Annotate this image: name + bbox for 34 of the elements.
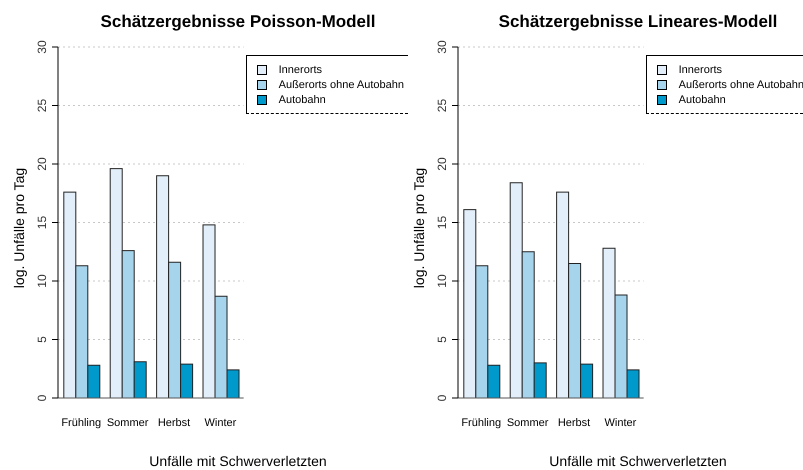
legend-label: Außerorts ohne Autobahn xyxy=(678,78,803,90)
y-tick-label: 10 xyxy=(435,274,449,288)
y-tick-label: 25 xyxy=(35,98,49,112)
y-tick-label: 10 xyxy=(35,274,49,288)
legend-label: Autobahn xyxy=(678,94,726,106)
y-tick-label: 30 xyxy=(435,40,449,54)
y-tick-label: 15 xyxy=(435,216,449,230)
y-axis-title: log. Unfälle pro Tag xyxy=(411,168,427,288)
y-tick-label: 20 xyxy=(435,157,449,171)
legend-label: Innerorts xyxy=(678,64,722,76)
y-tick-label: 5 xyxy=(35,336,49,343)
y-tick-label: 25 xyxy=(435,98,449,112)
x-tick-label: Sommer xyxy=(506,416,549,429)
x-tick-label: Frühling xyxy=(461,416,502,429)
chart-title: Schätzergebnisse Poisson-Modell xyxy=(100,12,376,32)
y-tick-label: 30 xyxy=(35,40,49,54)
y-tick-label: 20 xyxy=(35,157,49,171)
legend-label: Autobahn xyxy=(278,94,326,106)
x-tick-label: Herbst xyxy=(158,416,190,429)
y-tick-label: 0 xyxy=(435,394,449,402)
y-tick-label: 15 xyxy=(35,216,49,230)
y-tick-label: 5 xyxy=(435,336,449,343)
legend-label: Innerorts xyxy=(278,64,322,76)
x-tick-label: Sommer xyxy=(106,416,149,429)
x-tick-label: Winter xyxy=(604,416,637,429)
x-tick-label: Frühling xyxy=(61,416,102,429)
chart-title: Schätzergebnisse Lineares-Modell xyxy=(498,12,778,32)
x-axis-title: Unfälle mit Schwerverletzten xyxy=(148,453,328,469)
y-axis-title: log. Unfälle pro Tag xyxy=(11,168,27,288)
x-tick-label: Herbst xyxy=(558,416,590,429)
x-tick-label: Winter xyxy=(204,416,237,429)
y-tick-label: 0 xyxy=(35,394,49,402)
legend-label: Außerorts ohne Autobahn xyxy=(278,78,404,90)
x-axis-title: Unfälle mit Schwerverletzten xyxy=(548,453,728,469)
